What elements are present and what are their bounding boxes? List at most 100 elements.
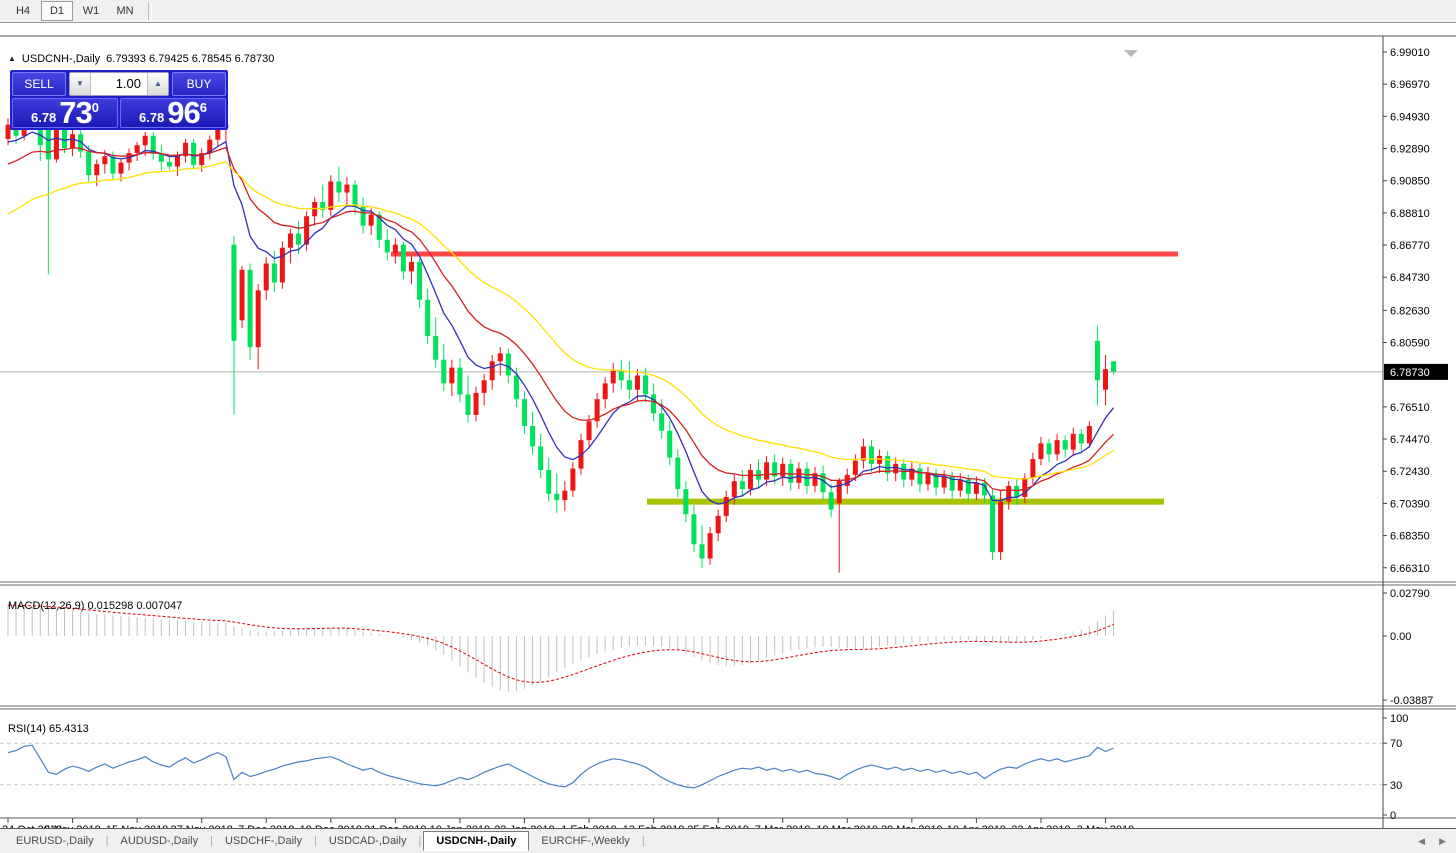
candle: [174, 156, 180, 167]
candle: [860, 446, 866, 461]
one-click-collapse-icon[interactable]: ▲: [8, 54, 16, 63]
candle: [1094, 340, 1100, 381]
rsi-pane: [0, 742, 1383, 789]
candle: [384, 239, 390, 253]
candle: [328, 181, 334, 210]
candle: [199, 153, 205, 165]
candle: [53, 129, 59, 160]
volume-down-icon[interactable]: ▼: [70, 73, 91, 95]
candle: [441, 359, 447, 384]
candle: [166, 161, 172, 167]
price-axis-label: 6.86770: [1390, 240, 1430, 252]
price-axis-label: 6.84730: [1390, 272, 1430, 284]
timeframe-button-w1[interactable]: W1: [82, 5, 100, 17]
candle: [747, 470, 753, 490]
buy-quote-sup: 6: [199, 100, 208, 115]
candle: [877, 455, 883, 464]
tab-eurusd-daily[interactable]: EURUSD-,Daily: [16, 835, 94, 847]
candle: [893, 463, 899, 474]
timeframe-button-mn[interactable]: MN: [116, 5, 134, 17]
candle: [917, 468, 923, 485]
candle: [941, 476, 947, 488]
current-price-tag-label: 6.78730: [1390, 367, 1430, 379]
candle: [820, 473, 826, 493]
timeframe-button-d1[interactable]: D1: [41, 1, 73, 21]
candle: [183, 142, 189, 157]
chart-title: ▲ USDCNH-,Daily 6.79393 6.79425 6.78545 …: [8, 53, 274, 65]
chart-drop-marker-icon[interactable]: [1124, 50, 1138, 57]
candle: [336, 181, 342, 193]
macd-indicator-label: MACD(12,26,9) 0.015298 0.007047: [8, 600, 183, 612]
price-axis-label: 6.88810: [1390, 208, 1430, 220]
candle: [425, 299, 431, 337]
tab-scroll-left-icon[interactable]: ◀: [1418, 836, 1426, 846]
price-axis-label: 6.66310: [1390, 563, 1430, 575]
volume-value[interactable]: 1.00: [115, 76, 141, 91]
candle: [634, 375, 640, 390]
candle: [1006, 485, 1012, 502]
price-axis-label: 6.68350: [1390, 531, 1430, 543]
price-axis-label: 6.90850: [1390, 176, 1430, 188]
candle: [562, 490, 568, 501]
candle: [949, 476, 955, 491]
rsi-indicator-label: RSI(14) 65.4313: [8, 723, 89, 735]
candle: [990, 495, 996, 553]
tab-divider: |: [105, 835, 109, 847]
candle: [626, 380, 632, 390]
price-axis-label: 6.94930: [1390, 111, 1430, 123]
candle: [457, 367, 463, 395]
price-axis[interactable]: 6.99010 6.96970 6.94930 6.92890 6.90850 6.888…: [1383, 47, 1448, 822]
candle: [570, 468, 576, 491]
candle: [780, 463, 786, 477]
chart-canvas[interactable]: 6.99010 6.96970 6.94930 6.92890 6.90850 6.888…: [0, 24, 1456, 853]
candle: [45, 127, 51, 160]
sell-button[interactable]: SELL: [12, 72, 66, 96]
candle: [1062, 440, 1068, 450]
rsi-axis-label: 100: [1390, 713, 1408, 725]
tab-usdcad-daily[interactable]: USDCAD-,Daily: [328, 835, 407, 847]
candle: [352, 184, 358, 207]
volume-up-icon[interactable]: ▲: [147, 73, 168, 95]
chart-symbol-label: USDCNH-,Daily: [21, 53, 101, 65]
tab-eurchf-weekly[interactable]: EURCHF-,Weekly: [541, 835, 630, 847]
chart-tab-bar: EURUSD-,Daily | AUDUSD-,Daily | USDCHF-,Dail…: [0, 828, 1456, 853]
candle: [158, 153, 164, 162]
candle: [691, 514, 697, 545]
candle: [142, 135, 148, 146]
tab-usdcnh-daily[interactable]: USDCNH-,Daily: [423, 831, 530, 851]
buy-quote-button[interactable]: 6.78 96 6: [120, 95, 226, 130]
candle: [1070, 433, 1076, 450]
candle: [602, 383, 608, 400]
candle: [5, 124, 11, 139]
candle: [981, 482, 987, 496]
candle: [1103, 369, 1109, 390]
candle: [715, 515, 721, 534]
candle: [651, 394, 657, 414]
current-price-tag: [1384, 363, 1448, 380]
candle: [546, 470, 552, 494]
candle: [1046, 443, 1052, 455]
candle: [86, 151, 92, 176]
tab-audusd-daily[interactable]: AUDUSD-,Daily: [120, 835, 199, 847]
timeframe-button-h4[interactable]: H4: [15, 5, 31, 17]
candle: [739, 481, 745, 490]
buy-button[interactable]: BUY: [172, 72, 226, 96]
candle: [134, 145, 140, 154]
candle: [852, 460, 858, 475]
candle: [207, 139, 213, 154]
candle: [239, 269, 245, 321]
candle: [296, 233, 302, 245]
candle: [1038, 443, 1044, 460]
candle: [78, 134, 84, 152]
candle: [1022, 478, 1028, 497]
sell-quote-button[interactable]: 6.78 73 0: [12, 95, 118, 130]
candle: [392, 244, 398, 253]
candle: [409, 261, 414, 272]
candle: [505, 353, 511, 376]
tab-usdchf-daily[interactable]: USDCHF-,Daily: [224, 835, 302, 847]
tab-scroll-right-icon[interactable]: ▶: [1439, 836, 1446, 846]
candle: [304, 216, 310, 245]
macd-pane: [7, 604, 1115, 693]
toolbar-separator: [148, 2, 152, 20]
candle: [675, 457, 681, 490]
